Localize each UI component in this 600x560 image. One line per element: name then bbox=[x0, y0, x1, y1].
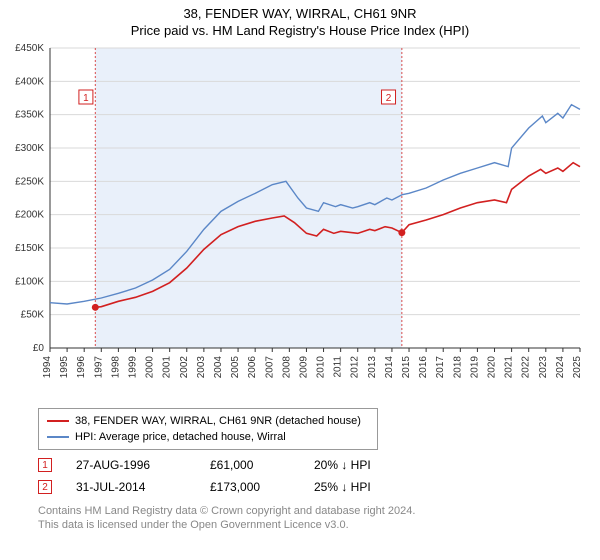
svg-text:2018: 2018 bbox=[452, 356, 463, 379]
sale-diff: 25% ↓ HPI bbox=[314, 480, 404, 494]
svg-text:2009: 2009 bbox=[298, 356, 309, 379]
sale-row: 1 27-AUG-1996 £61,000 20% ↓ HPI bbox=[38, 454, 590, 476]
footer: Contains HM Land Registry data © Crown c… bbox=[38, 504, 590, 533]
footer-line: This data is licensed under the Open Gov… bbox=[38, 518, 590, 532]
svg-text:1994: 1994 bbox=[42, 356, 53, 379]
sale-price: £173,000 bbox=[210, 480, 290, 494]
svg-text:2005: 2005 bbox=[230, 356, 241, 379]
chart-container: 38, FENDER WAY, WIRRAL, CH61 9NR Price p… bbox=[0, 0, 600, 533]
sale-diff: 20% ↓ HPI bbox=[314, 458, 404, 472]
svg-text:2010: 2010 bbox=[316, 356, 327, 379]
svg-text:2017: 2017 bbox=[435, 356, 446, 379]
svg-text:2023: 2023 bbox=[538, 356, 549, 379]
sale-marker: 1 bbox=[38, 458, 52, 472]
svg-text:2013: 2013 bbox=[367, 356, 378, 379]
svg-text:2020: 2020 bbox=[487, 356, 498, 379]
svg-text:2001: 2001 bbox=[162, 356, 173, 379]
footer-line: Contains HM Land Registry data © Crown c… bbox=[38, 504, 590, 518]
sale-date: 31-JUL-2014 bbox=[76, 480, 186, 494]
svg-text:2002: 2002 bbox=[179, 356, 190, 379]
svg-text:2007: 2007 bbox=[264, 356, 275, 379]
title-address: 38, FENDER WAY, WIRRAL, CH61 9NR bbox=[4, 6, 596, 21]
svg-text:£350K: £350K bbox=[15, 110, 44, 121]
sale-date: 27-AUG-1996 bbox=[76, 458, 186, 472]
legend-item: 38, FENDER WAY, WIRRAL, CH61 9NR (detach… bbox=[47, 413, 369, 429]
svg-text:1997: 1997 bbox=[93, 356, 104, 379]
svg-text:2014: 2014 bbox=[384, 356, 395, 379]
svg-text:2000: 2000 bbox=[145, 356, 156, 379]
legend-label: HPI: Average price, detached house, Wirr… bbox=[75, 431, 286, 443]
sale-price: £61,000 bbox=[210, 458, 290, 472]
svg-text:£450K: £450K bbox=[15, 43, 44, 54]
legend-swatch bbox=[47, 420, 69, 422]
sale-marker-label: 2 bbox=[42, 482, 48, 493]
svg-text:£150K: £150K bbox=[15, 243, 44, 254]
title-subtitle: Price paid vs. HM Land Registry's House … bbox=[4, 23, 596, 38]
svg-text:2022: 2022 bbox=[521, 356, 532, 379]
svg-text:2024: 2024 bbox=[555, 356, 566, 379]
svg-text:2: 2 bbox=[386, 93, 392, 104]
svg-text:2015: 2015 bbox=[401, 356, 412, 379]
svg-text:£0: £0 bbox=[33, 343, 45, 354]
svg-text:2003: 2003 bbox=[196, 356, 207, 379]
sale-marker: 2 bbox=[38, 480, 52, 494]
sales-table: 1 27-AUG-1996 £61,000 20% ↓ HPI 2 31-JUL… bbox=[38, 454, 590, 498]
svg-text:£250K: £250K bbox=[15, 176, 44, 187]
svg-text:2025: 2025 bbox=[572, 356, 583, 379]
legend-item: HPI: Average price, detached house, Wirr… bbox=[47, 429, 369, 445]
svg-text:1998: 1998 bbox=[110, 356, 121, 379]
svg-text:1: 1 bbox=[83, 93, 89, 104]
svg-text:£400K: £400K bbox=[15, 76, 44, 87]
svg-text:£50K: £50K bbox=[21, 310, 45, 321]
legend-label: 38, FENDER WAY, WIRRAL, CH61 9NR (detach… bbox=[75, 415, 361, 427]
svg-text:2016: 2016 bbox=[418, 356, 429, 379]
sale-marker-label: 1 bbox=[42, 460, 48, 471]
svg-text:1995: 1995 bbox=[59, 356, 70, 379]
legend-swatch bbox=[47, 436, 69, 438]
svg-text:2012: 2012 bbox=[350, 356, 361, 379]
svg-text:2008: 2008 bbox=[281, 356, 292, 379]
svg-text:£100K: £100K bbox=[15, 276, 44, 287]
svg-text:£300K: £300K bbox=[15, 143, 44, 154]
chart: £0 £50K £100K £150K £200K £250K £300K £350K £400… bbox=[0, 40, 600, 400]
svg-text:2006: 2006 bbox=[247, 356, 258, 379]
svg-text:1999: 1999 bbox=[127, 356, 138, 379]
svg-text:2011: 2011 bbox=[333, 356, 344, 378]
svg-text:2004: 2004 bbox=[213, 356, 224, 379]
svg-text:1996: 1996 bbox=[76, 356, 87, 379]
titles: 38, FENDER WAY, WIRRAL, CH61 9NR Price p… bbox=[0, 0, 600, 40]
sale-row: 2 31-JUL-2014 £173,000 25% ↓ HPI bbox=[38, 476, 590, 498]
svg-text:£200K: £200K bbox=[15, 210, 44, 221]
svg-text:2019: 2019 bbox=[469, 356, 480, 379]
svg-text:2021: 2021 bbox=[504, 356, 515, 379]
legend: 38, FENDER WAY, WIRRAL, CH61 9NR (detach… bbox=[38, 408, 378, 450]
